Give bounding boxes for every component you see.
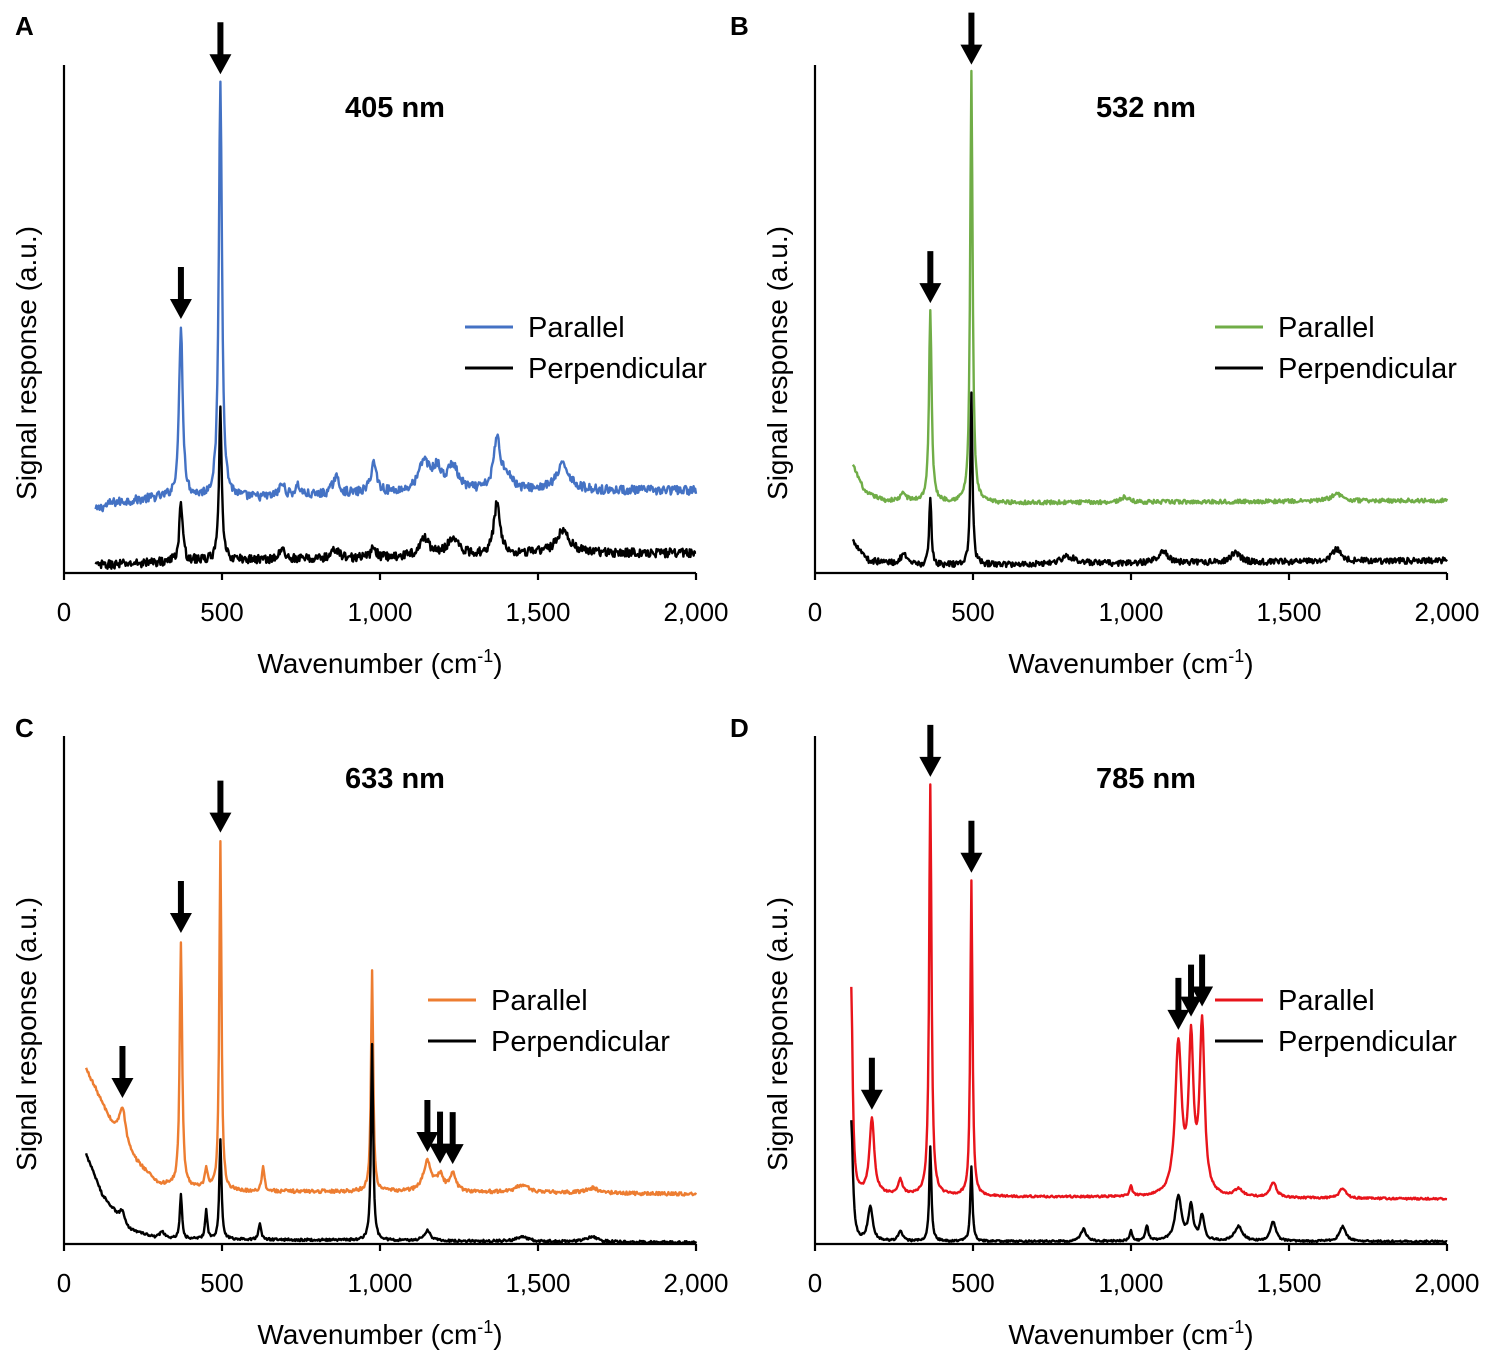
legend-label-perpendicular: Perpendicular [1278,353,1457,385]
peak-arrow-head [209,54,232,75]
peak-arrow-head [209,812,232,833]
x-tick-label: 1,000 [1098,1268,1163,1298]
x-tick-label: 500 [951,597,994,627]
x-tick-label: 2,000 [1414,597,1479,627]
peak-arrow-head [169,298,192,319]
panel-letter: D [730,713,749,743]
peak-arrow [111,1046,134,1099]
legend-label-parallel: Parallel [528,312,625,344]
x-tick-label: 0 [808,597,822,627]
chart-panel-b: B 532 nm 0 500 1,000 1,500 2,000 Wavenumber (cm… [730,11,1480,679]
x-tick-label: 1,000 [1098,597,1163,627]
y-axis-label: Signal response (a.u.) [11,226,42,500]
panel-letter: C [15,713,34,743]
x-axis-label-text: Wavenumber (cm [1008,648,1228,679]
peak-arrow [1180,964,1203,1017]
x-axis-label-text: Wavenumber (cm [257,648,477,679]
x-axis-label-close: ) [493,1319,502,1350]
series-line-parallel [94,80,698,513]
peak-arrow [960,12,983,65]
chart-title: 633 nm [345,763,445,795]
peak-arrow-head [111,1078,134,1099]
peak-arrow [860,1057,883,1110]
peak-arrow [169,266,192,319]
chart-panel-d: D 785 nm 0 500 1,000 1,500 2,000 Wavenumber (cm… [730,713,1480,1350]
x-axis-label-close: ) [1244,648,1253,679]
peak-arrow-head [960,852,983,873]
peak-arrow-head [919,756,942,777]
x-tick-label: 500 [200,597,243,627]
peak-arrow-head [919,283,942,304]
x-tick-label: 0 [57,1268,71,1298]
x-tick-label: 500 [951,1268,994,1298]
panel-letter: B [730,11,749,41]
series-line-perpendicular [94,405,697,570]
legend-label-perpendicular: Perpendicular [1278,1026,1457,1058]
peak-arrow-head [860,1089,883,1110]
peak-arrow [169,881,192,934]
chart-title: 405 nm [345,92,445,124]
peak-arrow [919,251,942,304]
peak-arrow [441,1112,464,1165]
series-line-perpendicular [851,391,1448,569]
x-axis-label-text: Wavenumber (cm [1008,1319,1228,1350]
peak-arrow-head [1180,996,1203,1017]
peak-arrow-head [960,44,983,65]
chart-panel-a: A 405 nm 0 500 1,000 1,500 2,000 Wavenumber (cm… [11,11,729,679]
peak-arrow-head [416,1132,439,1153]
x-axis-label-close: ) [1244,1319,1253,1350]
x-tick-label: 1,000 [347,597,412,627]
peak-arrow [960,820,983,873]
legend-label-parallel: Parallel [1278,312,1375,344]
x-axis-label: Wavenumber (cm-1) [1008,646,1253,679]
x-tick-label: 1,500 [1256,1268,1321,1298]
peak-arrow [1167,977,1190,1030]
x-axis-label-superscript: -1 [1228,646,1244,666]
peak-arrow [209,780,232,833]
series-line-parallel [851,69,1449,506]
chart-title: 532 nm [1096,92,1196,124]
legend-label-parallel: Parallel [491,985,588,1017]
x-tick-label: 0 [808,1268,822,1298]
peak-arrow [919,724,942,777]
x-axis-label-superscript: -1 [477,1317,493,1337]
x-tick-label: 1,500 [1256,597,1321,627]
legend-label-perpendicular: Perpendicular [491,1026,670,1058]
x-axis-label-text: Wavenumber (cm [257,1319,477,1350]
x-axis-label-superscript: -1 [1228,1317,1244,1337]
x-tick-label: 1,000 [347,1268,412,1298]
series-line-parallel [84,840,698,1197]
panel-letter: A [15,11,34,41]
peak-arrow [209,22,232,75]
x-axis-label-close: ) [493,648,502,679]
peak-arrow-head [1191,986,1214,1007]
legend-label-perpendicular: Perpendicular [528,353,707,385]
y-axis-label: Signal response (a.u.) [762,897,793,1171]
x-tick-label: 1,500 [505,1268,570,1298]
legend-label-parallel: Parallel [1278,985,1375,1017]
x-axis-label: Wavenumber (cm-1) [257,646,502,679]
x-axis-label: Wavenumber (cm-1) [257,1317,502,1350]
peak-arrow-head [169,913,192,934]
y-axis-label: Signal response (a.u.) [11,897,42,1171]
series-line-parallel [850,783,1448,1201]
series-line-perpendicular [850,1120,1448,1244]
y-axis-label: Signal response (a.u.) [762,226,793,500]
chart-panel-c: C 633 nm 0 500 1,000 1,500 2,000 Wavenumber (cm… [11,713,729,1350]
x-tick-label: 2,000 [663,1268,728,1298]
x-tick-label: 2,000 [663,597,728,627]
peak-arrow [416,1100,439,1153]
peak-arrow [1191,954,1214,1007]
x-tick-label: 0 [57,597,71,627]
x-tick-label: 1,500 [505,597,570,627]
series-line-perpendicular [84,1042,698,1245]
chart-title: 785 nm [1096,763,1196,795]
x-axis-label-superscript: -1 [477,646,493,666]
peak-arrow-head [441,1144,464,1165]
x-tick-label: 500 [200,1268,243,1298]
x-axis-label: Wavenumber (cm-1) [1008,1317,1253,1350]
x-tick-label: 2,000 [1414,1268,1479,1298]
peak-arrow-head [1167,1009,1190,1030]
